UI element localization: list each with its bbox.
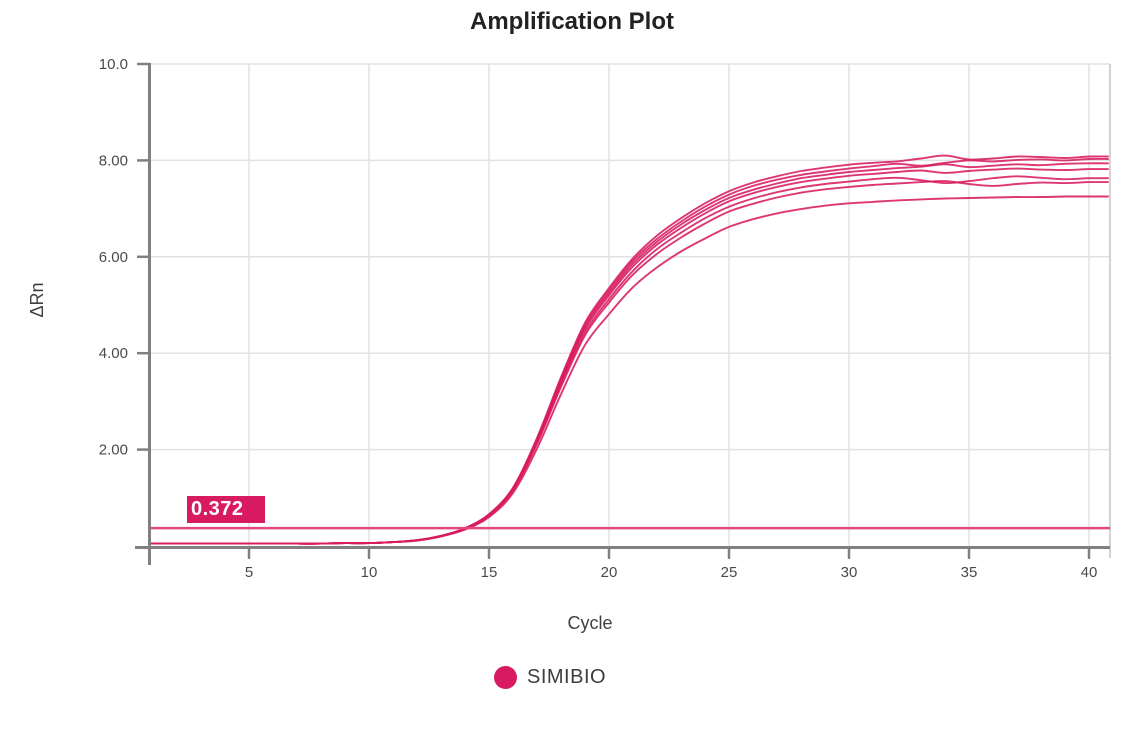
x-tick-label: 30 (841, 564, 858, 581)
x-tick-label: 25 (721, 564, 738, 581)
legend[interactable]: SIMIBIO (494, 662, 606, 692)
chart-title: Amplification Plot (470, 8, 674, 35)
y-tick-label: 6.00 (99, 249, 128, 266)
legend-color-dot-icon (494, 665, 517, 689)
legend-series-label: SIMIBIO (527, 665, 607, 688)
amplification-curve (149, 175, 1109, 545)
amplification-curve (149, 167, 1109, 545)
amplification-curve (149, 195, 1109, 545)
x-tick-label: 10 (361, 564, 378, 581)
amplification-curve (149, 154, 1109, 545)
y-tick-label: 8.00 (99, 152, 128, 169)
x-tick-label: 20 (601, 564, 618, 581)
amplification-curve (149, 157, 1109, 545)
threshold-label[interactable]: 0.372 (187, 496, 265, 523)
x-tick-label: 5 (245, 564, 253, 581)
x-tick-label: 35 (961, 564, 978, 581)
y-tick-label: 10.0 (99, 56, 128, 73)
y-tick-label: 4.00 (99, 345, 128, 362)
x-tick-label: 40 (1081, 564, 1098, 581)
y-tick-label: 2.00 (99, 442, 128, 459)
x-axis-title: Cycle (567, 613, 613, 633)
amplification-curve (149, 180, 1109, 545)
x-tick-label: 15 (481, 564, 498, 581)
